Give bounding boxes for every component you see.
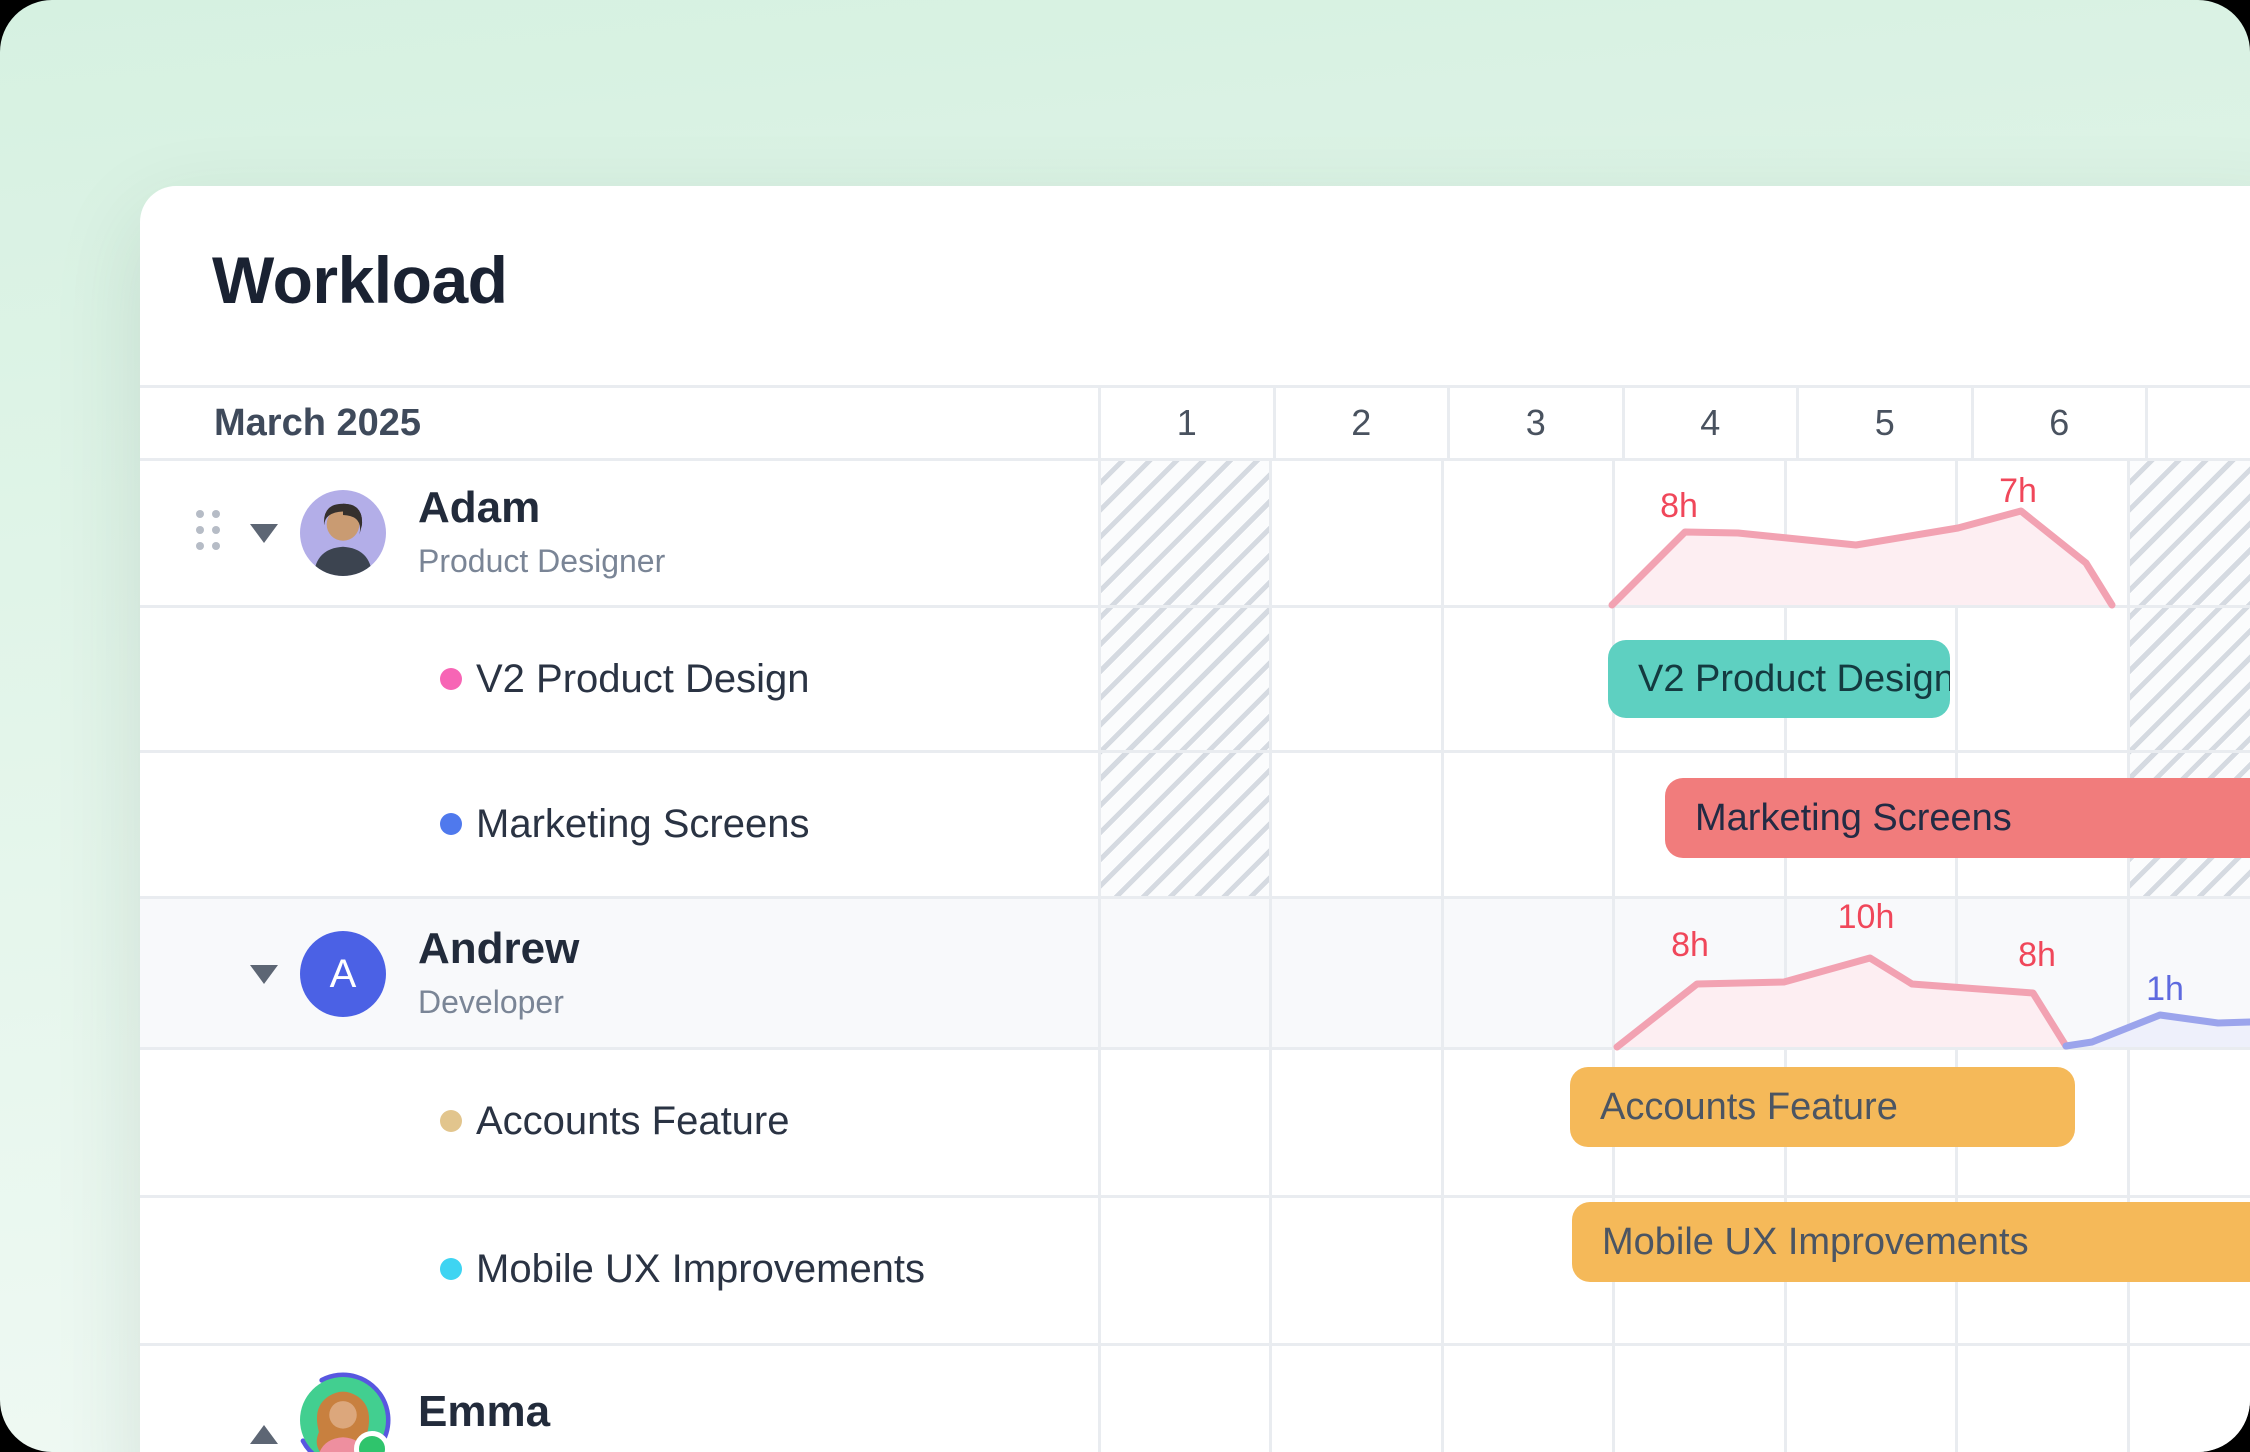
row-divider bbox=[140, 1195, 2250, 1198]
avatar-progress-ring bbox=[295, 1372, 391, 1452]
workload-card: Workload March 2025 bbox=[140, 186, 2250, 1452]
day-header-5: 5 bbox=[1799, 388, 1974, 458]
task-row-accounts-feature[interactable]: Accounts Feature bbox=[140, 1047, 2250, 1195]
day-header-1: 1 bbox=[1101, 388, 1276, 458]
month-label: March 2025 bbox=[214, 401, 422, 444]
task-color-dot bbox=[440, 813, 462, 835]
timeline-header: March 2025 1 2 3 4 5 6 7 bbox=[140, 385, 2250, 461]
chevron-down-icon[interactable] bbox=[250, 965, 278, 984]
person-row-andrew[interactable]: A Andrew Developer bbox=[140, 896, 2250, 1047]
task-color-dot bbox=[440, 668, 462, 690]
person-name: Emma bbox=[418, 1387, 551, 1436]
task-bar-label: Accounts Feature bbox=[1600, 1085, 1898, 1128]
task-bar-label: Mobile UX Improvements bbox=[1602, 1220, 2029, 1263]
person-role: IT Manager bbox=[418, 1447, 581, 1452]
person-row-adam[interactable]: Adam Product Designer bbox=[140, 455, 2250, 605]
task-color-dot bbox=[440, 1110, 462, 1132]
drag-handle-icon[interactable] bbox=[196, 510, 220, 550]
row-divider bbox=[140, 1047, 2250, 1050]
person-row-emma[interactable]: Emma IT Manager bbox=[140, 1343, 2250, 1452]
row-divider bbox=[140, 1343, 2250, 1346]
task-name: V2 Product Design bbox=[476, 657, 810, 701]
task-name: Mobile UX Improvements bbox=[476, 1247, 926, 1291]
avatar-initial-letter: A bbox=[329, 951, 357, 996]
task-row-marketing-screens[interactable]: Marketing Screens bbox=[140, 750, 2250, 896]
person-name: Adam bbox=[418, 483, 541, 532]
avatar-adam bbox=[300, 490, 386, 576]
day-header-row: 1 2 3 4 5 6 7 bbox=[1098, 388, 2250, 458]
row-divider bbox=[140, 605, 2250, 608]
task-bar-marketing-screens[interactable]: Marketing Screens bbox=[1665, 778, 2250, 858]
row-divider bbox=[140, 750, 2250, 753]
non-working-day-hatch-day1 bbox=[1098, 455, 1270, 896]
page-title: Workload bbox=[212, 243, 508, 317]
grid-line-vertical bbox=[1955, 455, 1958, 1452]
task-name: Marketing Screens bbox=[476, 802, 810, 846]
task-bar-v2-product-design[interactable]: V2 Product Design bbox=[1608, 640, 1950, 718]
grid-line-vertical bbox=[2127, 455, 2130, 1452]
day-header-7: 7 bbox=[2148, 388, 2250, 458]
task-bar-label: V2 Product Design bbox=[1638, 657, 1950, 700]
task-row-v2-product-design[interactable]: V2 Product Design bbox=[140, 605, 2250, 750]
grid-line-vertical bbox=[1784, 455, 1787, 1452]
person-role: Developer bbox=[418, 984, 564, 1020]
row-divider bbox=[140, 896, 2250, 899]
person-role: Product Designer bbox=[418, 543, 666, 579]
chevron-down-icon[interactable] bbox=[250, 524, 278, 543]
day-header-4: 4 bbox=[1625, 388, 1799, 458]
day-header-2: 2 bbox=[1276, 388, 1450, 458]
grid-line-vertical bbox=[1441, 455, 1444, 1452]
chevron-up-icon[interactable] bbox=[250, 1425, 278, 1444]
grid-line-vertical bbox=[1269, 455, 1272, 1452]
task-bar-mobile-ux-improvements[interactable]: Mobile UX Improvements bbox=[1572, 1202, 2250, 1282]
task-bar-label: Marketing Screens bbox=[1695, 796, 2012, 839]
person-name: Andrew bbox=[418, 924, 580, 973]
avatar-andrew: A bbox=[300, 931, 386, 1017]
day-header-6: 6 bbox=[1974, 388, 2148, 458]
task-row-mobile-ux-improvements[interactable]: Mobile UX Improvements bbox=[140, 1195, 2250, 1343]
task-bar-accounts-feature[interactable]: Accounts Feature bbox=[1570, 1067, 2075, 1147]
grid-line-vertical bbox=[1612, 455, 1615, 1452]
task-color-dot bbox=[440, 1258, 462, 1280]
grid-line-vertical bbox=[1098, 455, 1101, 1452]
day-header-3: 3 bbox=[1450, 388, 1625, 458]
task-name: Accounts Feature bbox=[476, 1099, 790, 1143]
online-status-dot bbox=[354, 1431, 390, 1452]
person-photo-icon bbox=[313, 503, 373, 576]
